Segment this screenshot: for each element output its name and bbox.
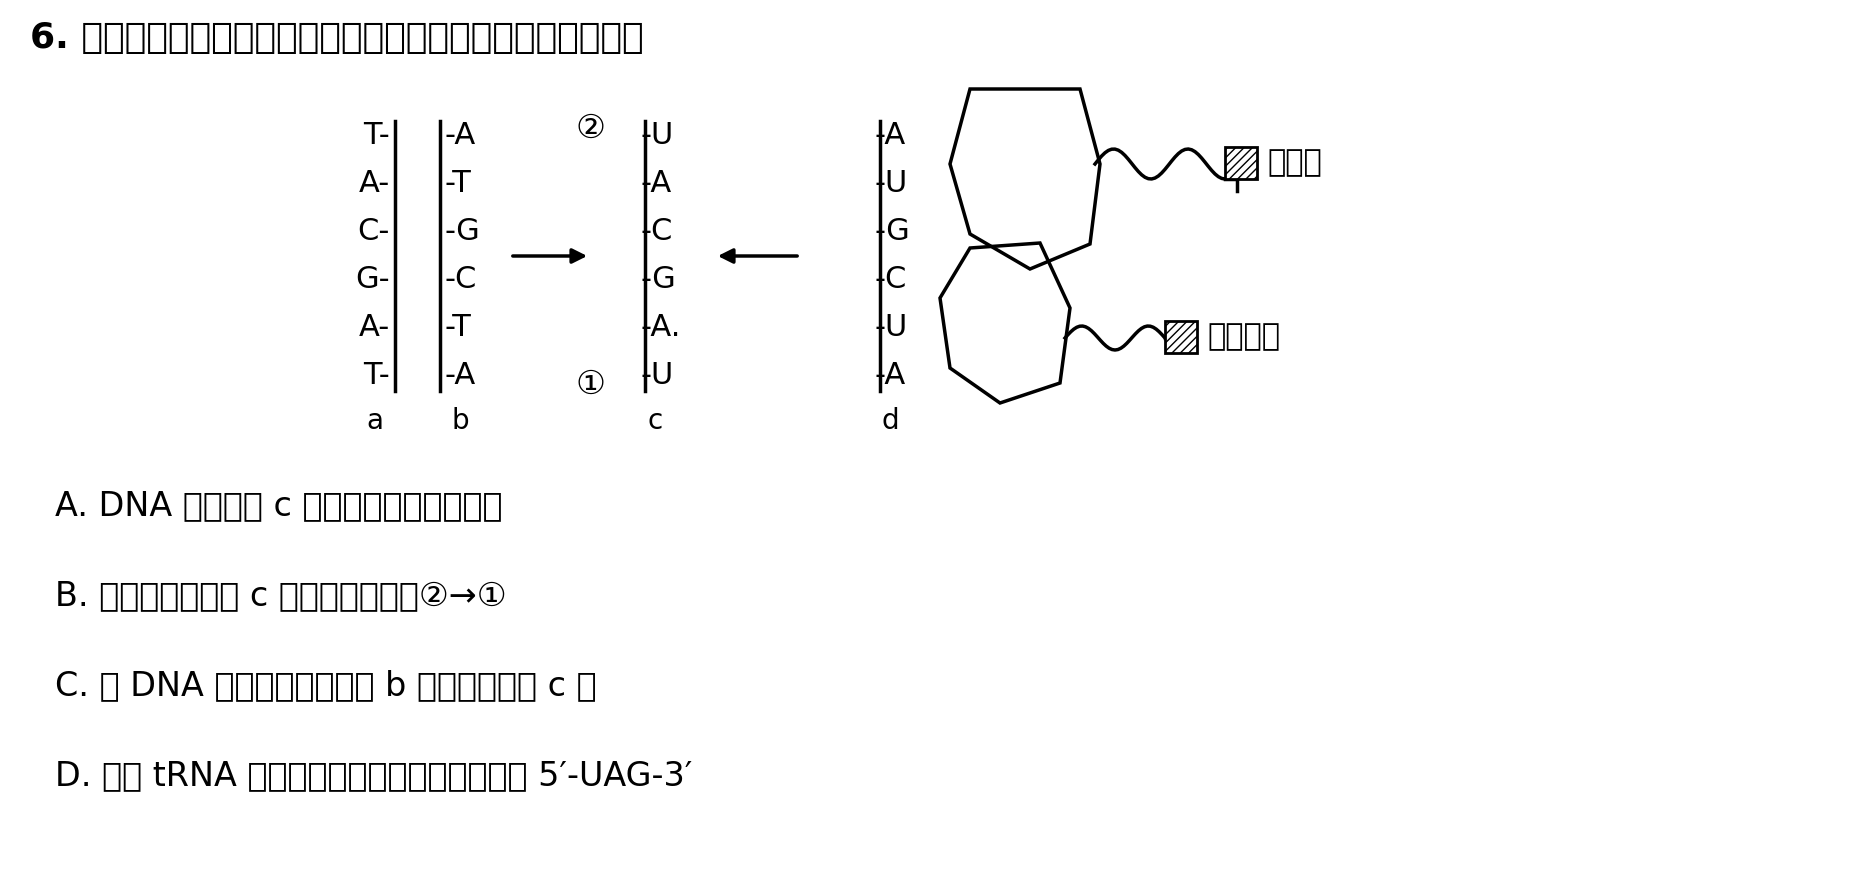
Text: 酪氨酸: 酪氨酸 [1266, 149, 1322, 178]
Bar [1165, 321, 1197, 353]
Text: ②: ② [574, 111, 604, 145]
Text: -A: -A [874, 122, 906, 151]
Text: G-: G- [356, 265, 390, 294]
Text: c: c [647, 407, 662, 435]
Text: a: a [367, 407, 384, 435]
Text: -G: -G [639, 265, 675, 294]
Text: -A: -A [874, 362, 906, 391]
Text: -U: -U [639, 362, 673, 391]
Text: b: b [451, 407, 468, 435]
Text: A-: A- [358, 169, 390, 199]
Text: T-: T- [363, 122, 390, 151]
Text: D. 图中 tRNA 携带的天冬氨酸对应的密码子是 5′-UAG-3′: D. 图中 tRNA 携带的天冬氨酸对应的密码子是 5′-UAG-3′ [54, 759, 692, 793]
Text: 天冬氨酸: 天冬氨酸 [1206, 322, 1279, 351]
Text: ①: ① [574, 368, 604, 400]
Text: A. DNA 转录形成 c 的过程发生在细胞核中: A. DNA 转录形成 c 的过程发生在细胞核中 [54, 490, 501, 522]
Text: -A: -A [445, 362, 475, 391]
Text: -T: -T [445, 314, 472, 343]
Text: -C: -C [874, 265, 908, 294]
Text: C. 在 DNA 解旋酶的作用下以 b 链为模版合成 c 链: C. 在 DNA 解旋酶的作用下以 b 链为模版合成 c 链 [54, 669, 596, 703]
Text: d: d [880, 407, 898, 435]
Text: -T: -T [445, 169, 472, 199]
Text: 6. 下图表示大肠杆菌遗传信息的表达过程。下列叙述正确的是: 6. 下图表示大肠杆菌遗传信息的表达过程。下列叙述正确的是 [30, 21, 643, 55]
Text: A-: A- [358, 314, 390, 343]
Text: -C: -C [639, 217, 673, 246]
Text: -A: -A [639, 169, 671, 199]
Text: -C: -C [445, 265, 477, 294]
Text: -U: -U [874, 314, 908, 343]
Text: -G: -G [445, 217, 481, 246]
Text: -U: -U [874, 169, 908, 199]
Bar [1225, 147, 1256, 179]
Text: C-: C- [358, 217, 390, 246]
Text: -A: -A [445, 122, 475, 151]
Text: T-: T- [363, 362, 390, 391]
Text: B. 翻译时核糖体在 c 上的移动方向是②→①: B. 翻译时核糖体在 c 上的移动方向是②→① [54, 580, 507, 612]
Text: -G: -G [874, 217, 910, 246]
Text: -A.: -A. [639, 314, 680, 343]
Text: -U: -U [639, 122, 673, 151]
